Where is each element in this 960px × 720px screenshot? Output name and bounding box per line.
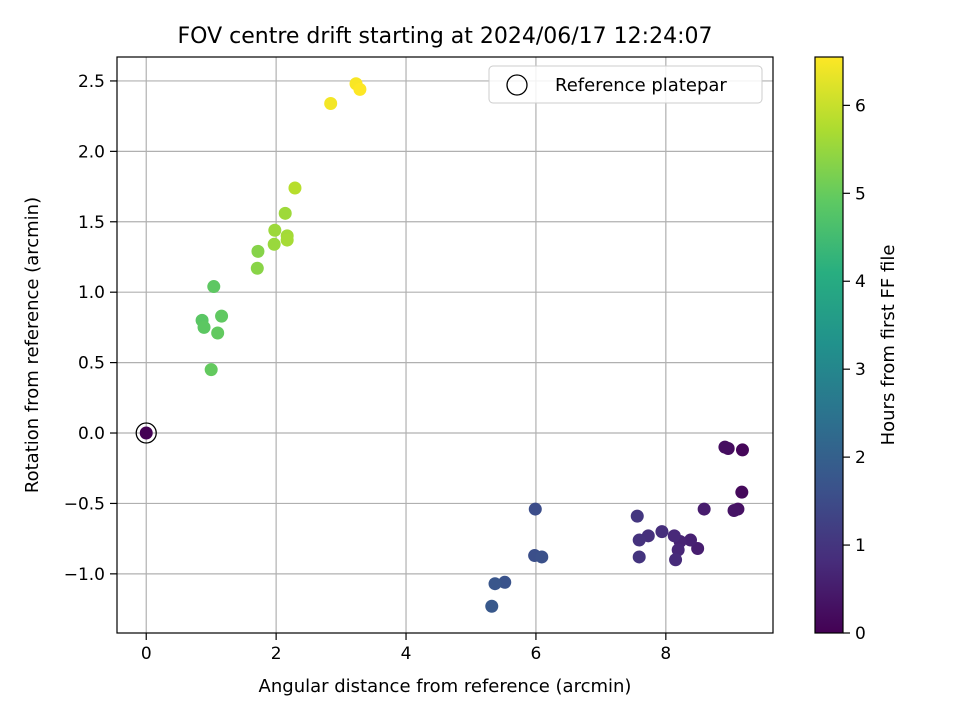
data-point <box>671 543 685 557</box>
x-tick-label: 0 <box>141 644 152 664</box>
data-point <box>197 320 211 334</box>
data-point <box>632 550 646 564</box>
plot-area: 0 2 4 6 8 −1.0 −0.5 0.0 0.5 1.0 1.5 2.0 2.5 <box>64 56 774 664</box>
chart-title: FOV centre drift starting at 2024/06/17 … <box>178 24 713 49</box>
data-point <box>669 553 683 567</box>
legend: Reference platepar <box>488 65 763 104</box>
data-point <box>268 223 282 237</box>
y-tick-label: −1.0 <box>64 565 105 585</box>
data-point <box>485 599 499 613</box>
y-axis-label: Rotation from reference (arcmin) <box>22 197 43 493</box>
data-point <box>735 443 749 457</box>
data-point <box>250 261 264 275</box>
data-point <box>735 485 749 499</box>
y-tick-label: 0.0 <box>78 424 105 444</box>
data-point <box>488 577 502 591</box>
colorbar: 0 1 2 3 4 5 6 Hours from first FF file <box>814 56 899 644</box>
reference-platepar-marker <box>135 422 157 444</box>
data-point <box>215 309 229 323</box>
legend-marker-icon <box>506 74 528 96</box>
data-point <box>288 181 302 195</box>
data-point <box>727 503 741 517</box>
colorbar-tick-label: 6 <box>855 96 866 116</box>
colorbar-tick-label: 2 <box>855 448 866 468</box>
colorbar-label: Hours from first FF file <box>878 245 899 446</box>
reference-ring-icon <box>135 422 157 444</box>
colorbar-ticks: 0 1 2 3 4 5 6 <box>843 96 866 644</box>
y-tick-label: 2.0 <box>78 142 105 162</box>
colorbar-tick-label: 1 <box>855 536 866 556</box>
plot-frame <box>116 56 774 634</box>
data-point <box>718 440 732 454</box>
x-tick-label: 8 <box>660 644 671 664</box>
data-point <box>697 502 711 516</box>
data-point <box>280 233 294 247</box>
data-point <box>211 326 225 340</box>
colorbar-tick-label: 0 <box>855 624 866 644</box>
data-point <box>655 525 669 539</box>
data-point <box>498 575 512 589</box>
data-point <box>630 509 644 523</box>
data-point <box>684 533 698 547</box>
x-tick-label: 4 <box>401 644 412 664</box>
y-tick-label: 2.5 <box>78 72 105 92</box>
x-tick-label: 2 <box>271 644 282 664</box>
colorbar-frame <box>814 56 844 634</box>
colorbar-gradient <box>815 57 843 633</box>
data-point <box>207 280 221 294</box>
y-tick-label: 1.0 <box>78 283 105 303</box>
reference-data-point <box>139 426 153 440</box>
data-point <box>251 244 265 258</box>
data-point <box>267 237 281 251</box>
legend-entry-label: Reference platepar <box>555 75 727 96</box>
data-point <box>632 533 646 547</box>
grid-lines <box>117 57 773 633</box>
data-point <box>528 502 542 516</box>
y-axis-ticks: −1.0 −0.5 0.0 0.5 1.0 1.5 2.0 2.5 <box>64 72 117 585</box>
colorbar-tick-label: 3 <box>855 360 866 380</box>
legend-box <box>488 65 763 104</box>
data-point <box>353 82 367 96</box>
y-tick-label: 0.5 <box>78 354 105 374</box>
data-point <box>667 529 681 543</box>
data-point <box>278 206 292 220</box>
data-point <box>535 550 549 564</box>
colorbar-tick-label: 5 <box>855 184 866 204</box>
scatter-points <box>195 77 749 613</box>
data-point <box>324 96 338 110</box>
y-tick-label: −0.5 <box>64 494 105 514</box>
x-axis-label: Angular distance from reference (arcmin) <box>259 676 632 697</box>
data-point <box>204 363 218 377</box>
x-tick-label: 6 <box>531 644 542 664</box>
x-axis-ticks: 0 2 4 6 8 <box>141 633 671 664</box>
y-tick-label: 1.5 <box>78 213 105 233</box>
colorbar-tick-label: 4 <box>855 272 866 292</box>
